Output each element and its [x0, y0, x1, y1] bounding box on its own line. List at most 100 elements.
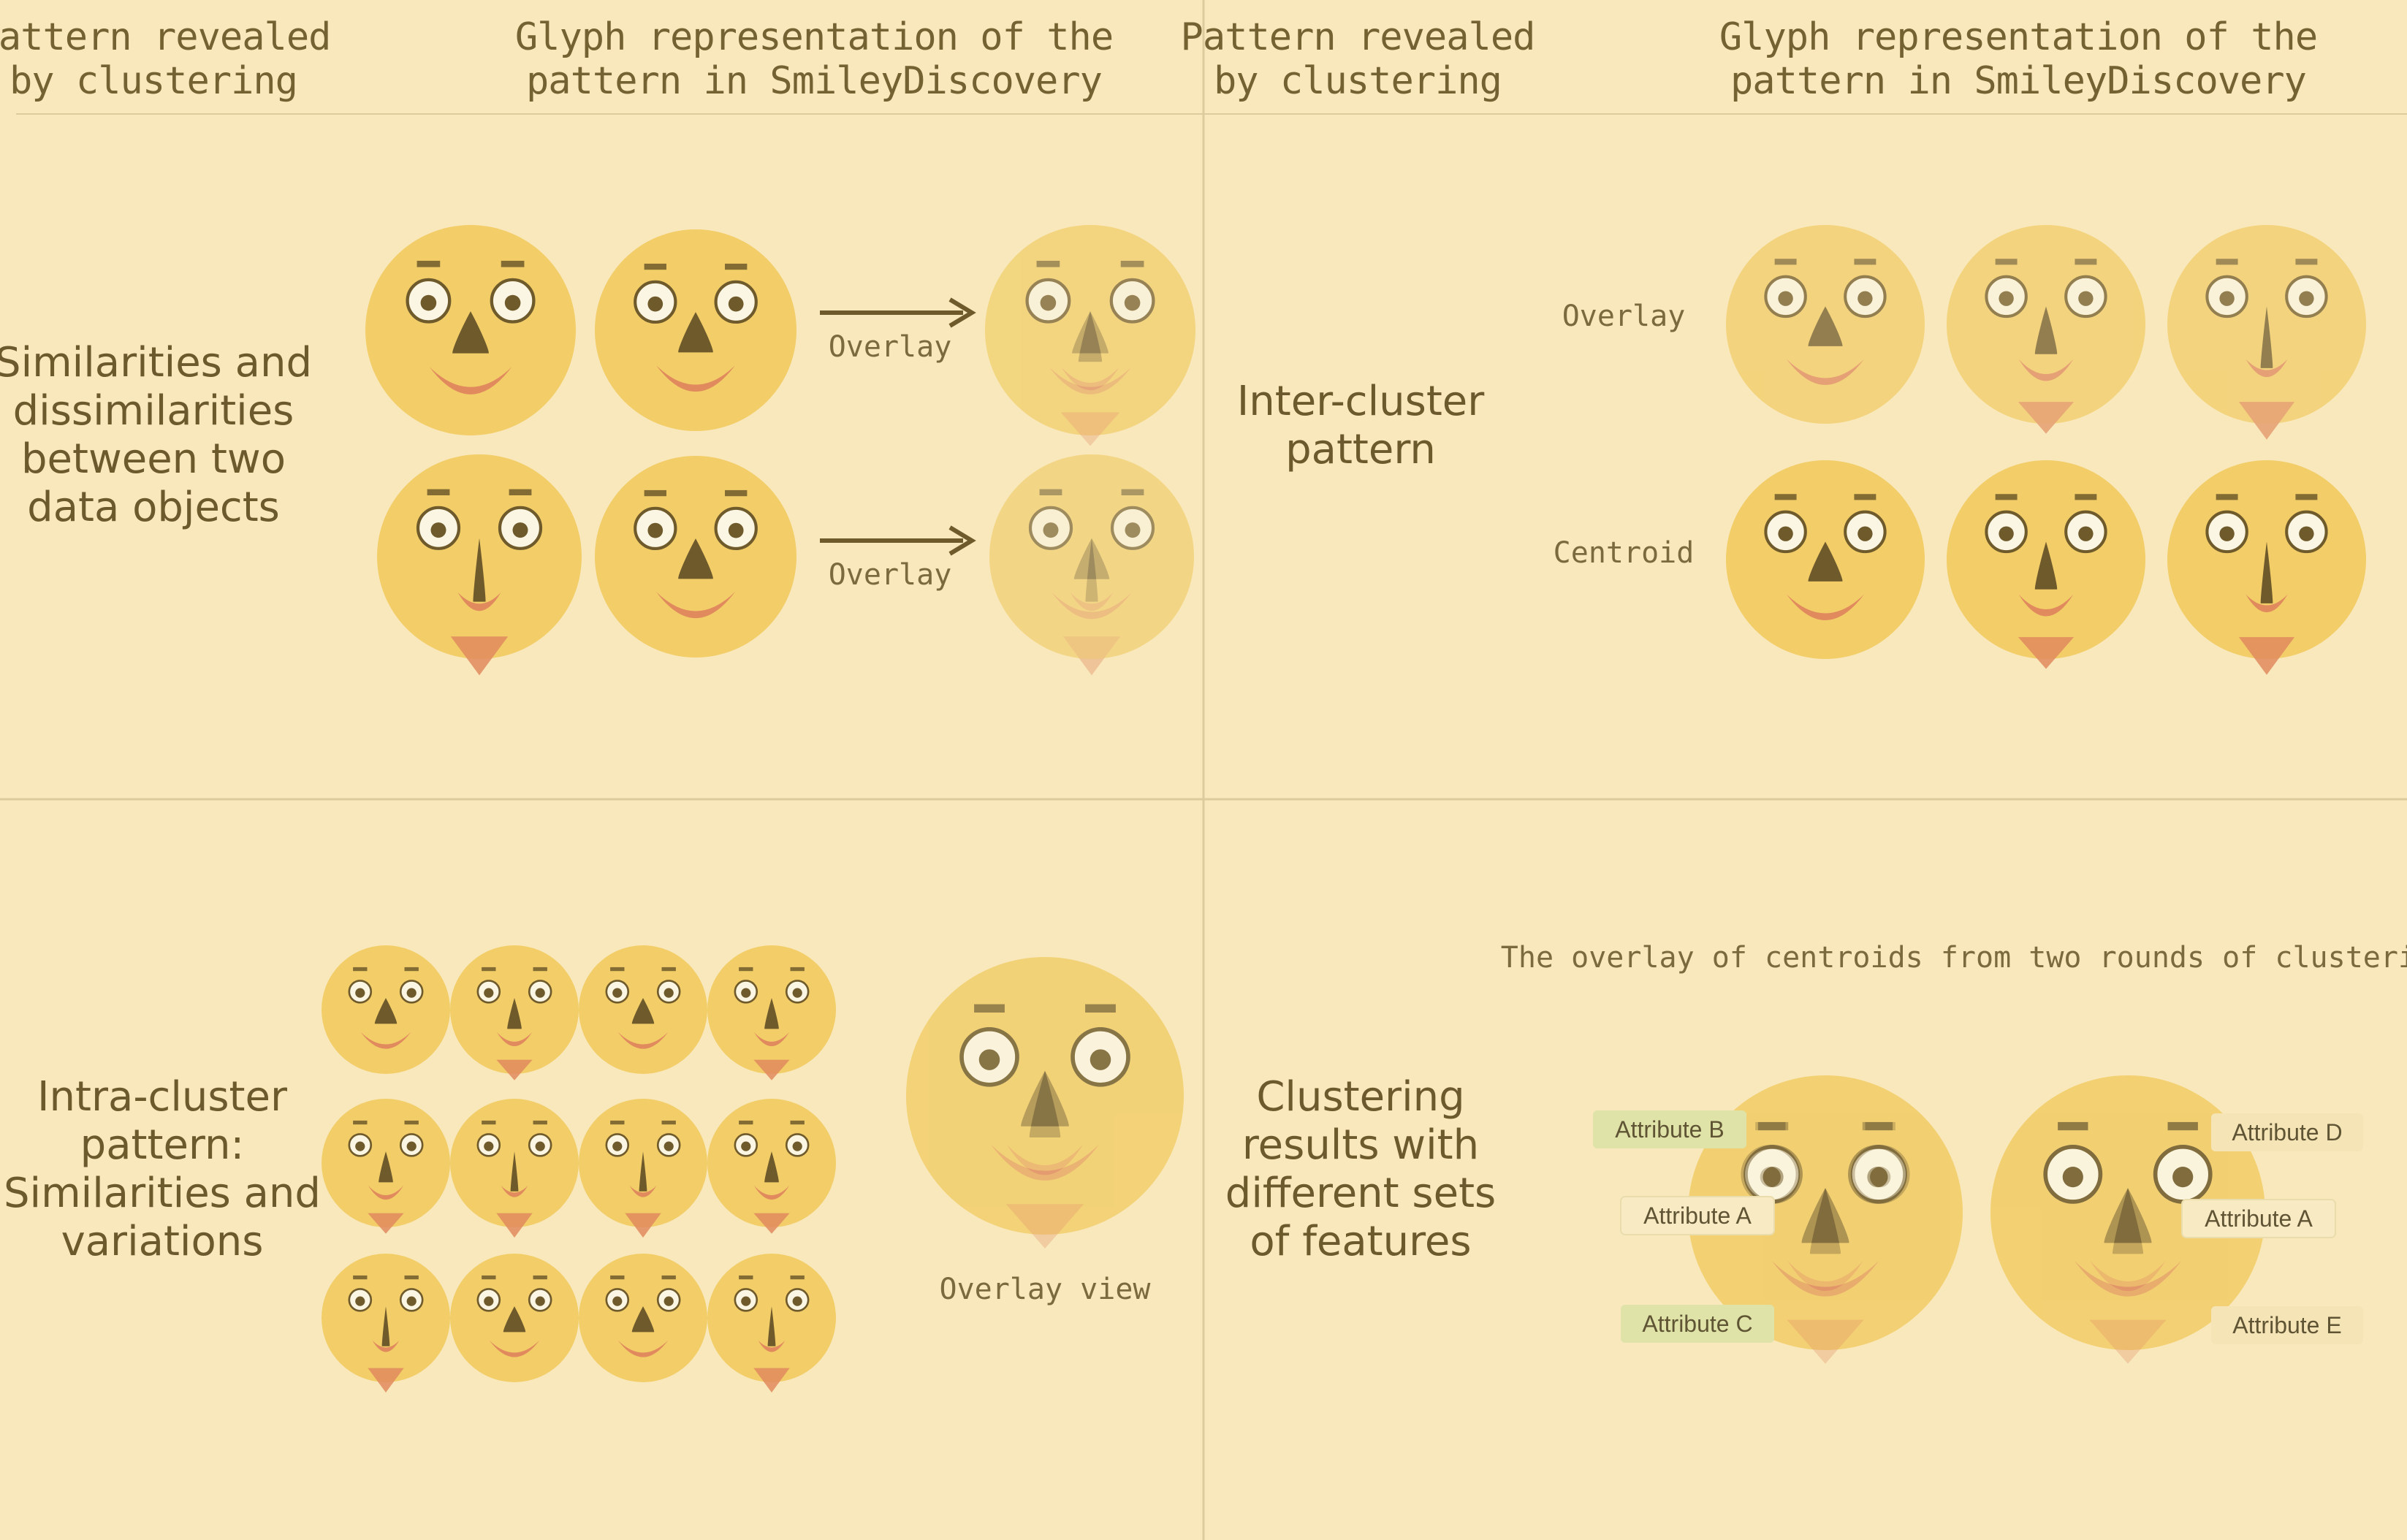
chin [1062, 636, 1121, 676]
pupil [535, 988, 545, 998]
pupil [1124, 294, 1141, 311]
pupil [1043, 522, 1059, 538]
q4-title-line3: different sets [1225, 1170, 1496, 1217]
eye [1844, 275, 1887, 319]
mouth [2246, 359, 2288, 378]
pupil [2219, 291, 2235, 306]
eye [1110, 506, 1155, 550]
eyebrow [533, 1275, 547, 1280]
q3-title-line2: pattern: [80, 1121, 245, 1169]
nose [452, 311, 489, 354]
eye [959, 1026, 1019, 1087]
eyebrow [2295, 259, 2318, 265]
nose [767, 1306, 776, 1346]
nose [1810, 1188, 1841, 1254]
pupil [612, 1141, 623, 1151]
eyebrow [2167, 1121, 2198, 1131]
q4-title-line2: results with [1242, 1121, 1479, 1169]
header-glyph-right-line1: Glyph representation of the [1719, 15, 2317, 59]
nose [2034, 306, 2058, 354]
eyebrow [1854, 494, 1876, 500]
chin [368, 1368, 404, 1393]
tag-attribute-a-left [1620, 1196, 1775, 1235]
pupil [1040, 294, 1057, 311]
centroid-face [2167, 460, 2366, 675]
nose [764, 1151, 779, 1183]
chin [368, 1213, 404, 1234]
cluster-member-face [579, 1254, 707, 1382]
eyebrow [533, 1120, 547, 1125]
pupil [1760, 1167, 1781, 1188]
overlay-layer-c [989, 454, 1194, 676]
eyebrow [610, 967, 625, 972]
eyebrow [1121, 489, 1144, 495]
pupil [978, 1049, 1000, 1070]
pupil [1090, 1049, 1111, 1070]
chin [753, 1368, 790, 1393]
pupil [355, 1141, 365, 1151]
nose [2260, 541, 2273, 603]
pupil [2172, 1167, 2194, 1188]
pupil [484, 1296, 494, 1306]
eyebrow [661, 967, 676, 972]
nose [1073, 538, 1110, 579]
eyebrow [2167, 1121, 2198, 1131]
eyebrow [1774, 259, 1797, 265]
pupil [2299, 526, 2314, 541]
q1-title-line4: data objects [27, 484, 280, 531]
pupil [355, 1296, 365, 1306]
nose [631, 1306, 655, 1333]
mouth [1786, 594, 1865, 620]
pupil [647, 296, 663, 312]
chin [2238, 637, 2295, 675]
header-pattern-right-line1: Pattern revealed [1181, 15, 1535, 59]
pupil [2078, 291, 2094, 306]
eyebrow [1774, 259, 1797, 265]
header-glyph-left-line1: Glyph representation of the [515, 15, 1113, 59]
overlay-label-top: Overlay [829, 330, 952, 364]
pupil [2299, 291, 2314, 306]
mouth [372, 1340, 400, 1352]
overlay-layer-b [985, 225, 1195, 446]
eyebrow [2075, 259, 2097, 265]
cluster-member-face [579, 945, 707, 1074]
quadrant-intra-cluster: Intra-cluster pattern: Similarities and … [4, 945, 1184, 1393]
q4-title-line1: Clustering [1256, 1073, 1464, 1121]
face-circle [985, 225, 1195, 435]
pupil [2078, 526, 2094, 541]
mouth [1049, 367, 1132, 394]
cluster-member-face [450, 1254, 579, 1382]
mouth [1786, 359, 1865, 385]
eyebrow [482, 1120, 496, 1125]
mouth [617, 1032, 669, 1049]
pupil [430, 522, 446, 538]
tag-attribute-d-right [2211, 1113, 2363, 1151]
pupil [1999, 526, 2014, 541]
nose [507, 998, 522, 1029]
overlay-layer-2 [1990, 1075, 2265, 1364]
eyebrow [353, 1275, 368, 1280]
chin [753, 1213, 790, 1234]
mouth [1006, 1144, 1084, 1175]
q2-face-group [1726, 225, 2366, 675]
nose [1085, 538, 1098, 602]
pupil [2219, 526, 2235, 541]
centroid-overlay-caption: The overlay of centroids from two rounds… [1501, 941, 2407, 975]
eyebrow [1995, 494, 2018, 500]
pupil [2078, 291, 2094, 306]
eyebrow [482, 1275, 496, 1280]
quadrant-feature-sets: Clustering results with different sets o… [1225, 941, 2407, 1364]
eyebrow [2216, 494, 2238, 500]
pupil [1043, 522, 1059, 538]
nose [2034, 541, 2058, 590]
nose [2260, 306, 2273, 368]
pupil [741, 988, 751, 998]
overlay-layer-2 [906, 957, 1184, 1249]
face-circle [989, 454, 1194, 659]
nose [1808, 306, 1843, 346]
eyebrow [739, 1120, 753, 1125]
eyebrow [482, 967, 496, 972]
mouth [368, 1185, 404, 1200]
pupil [2299, 291, 2314, 306]
